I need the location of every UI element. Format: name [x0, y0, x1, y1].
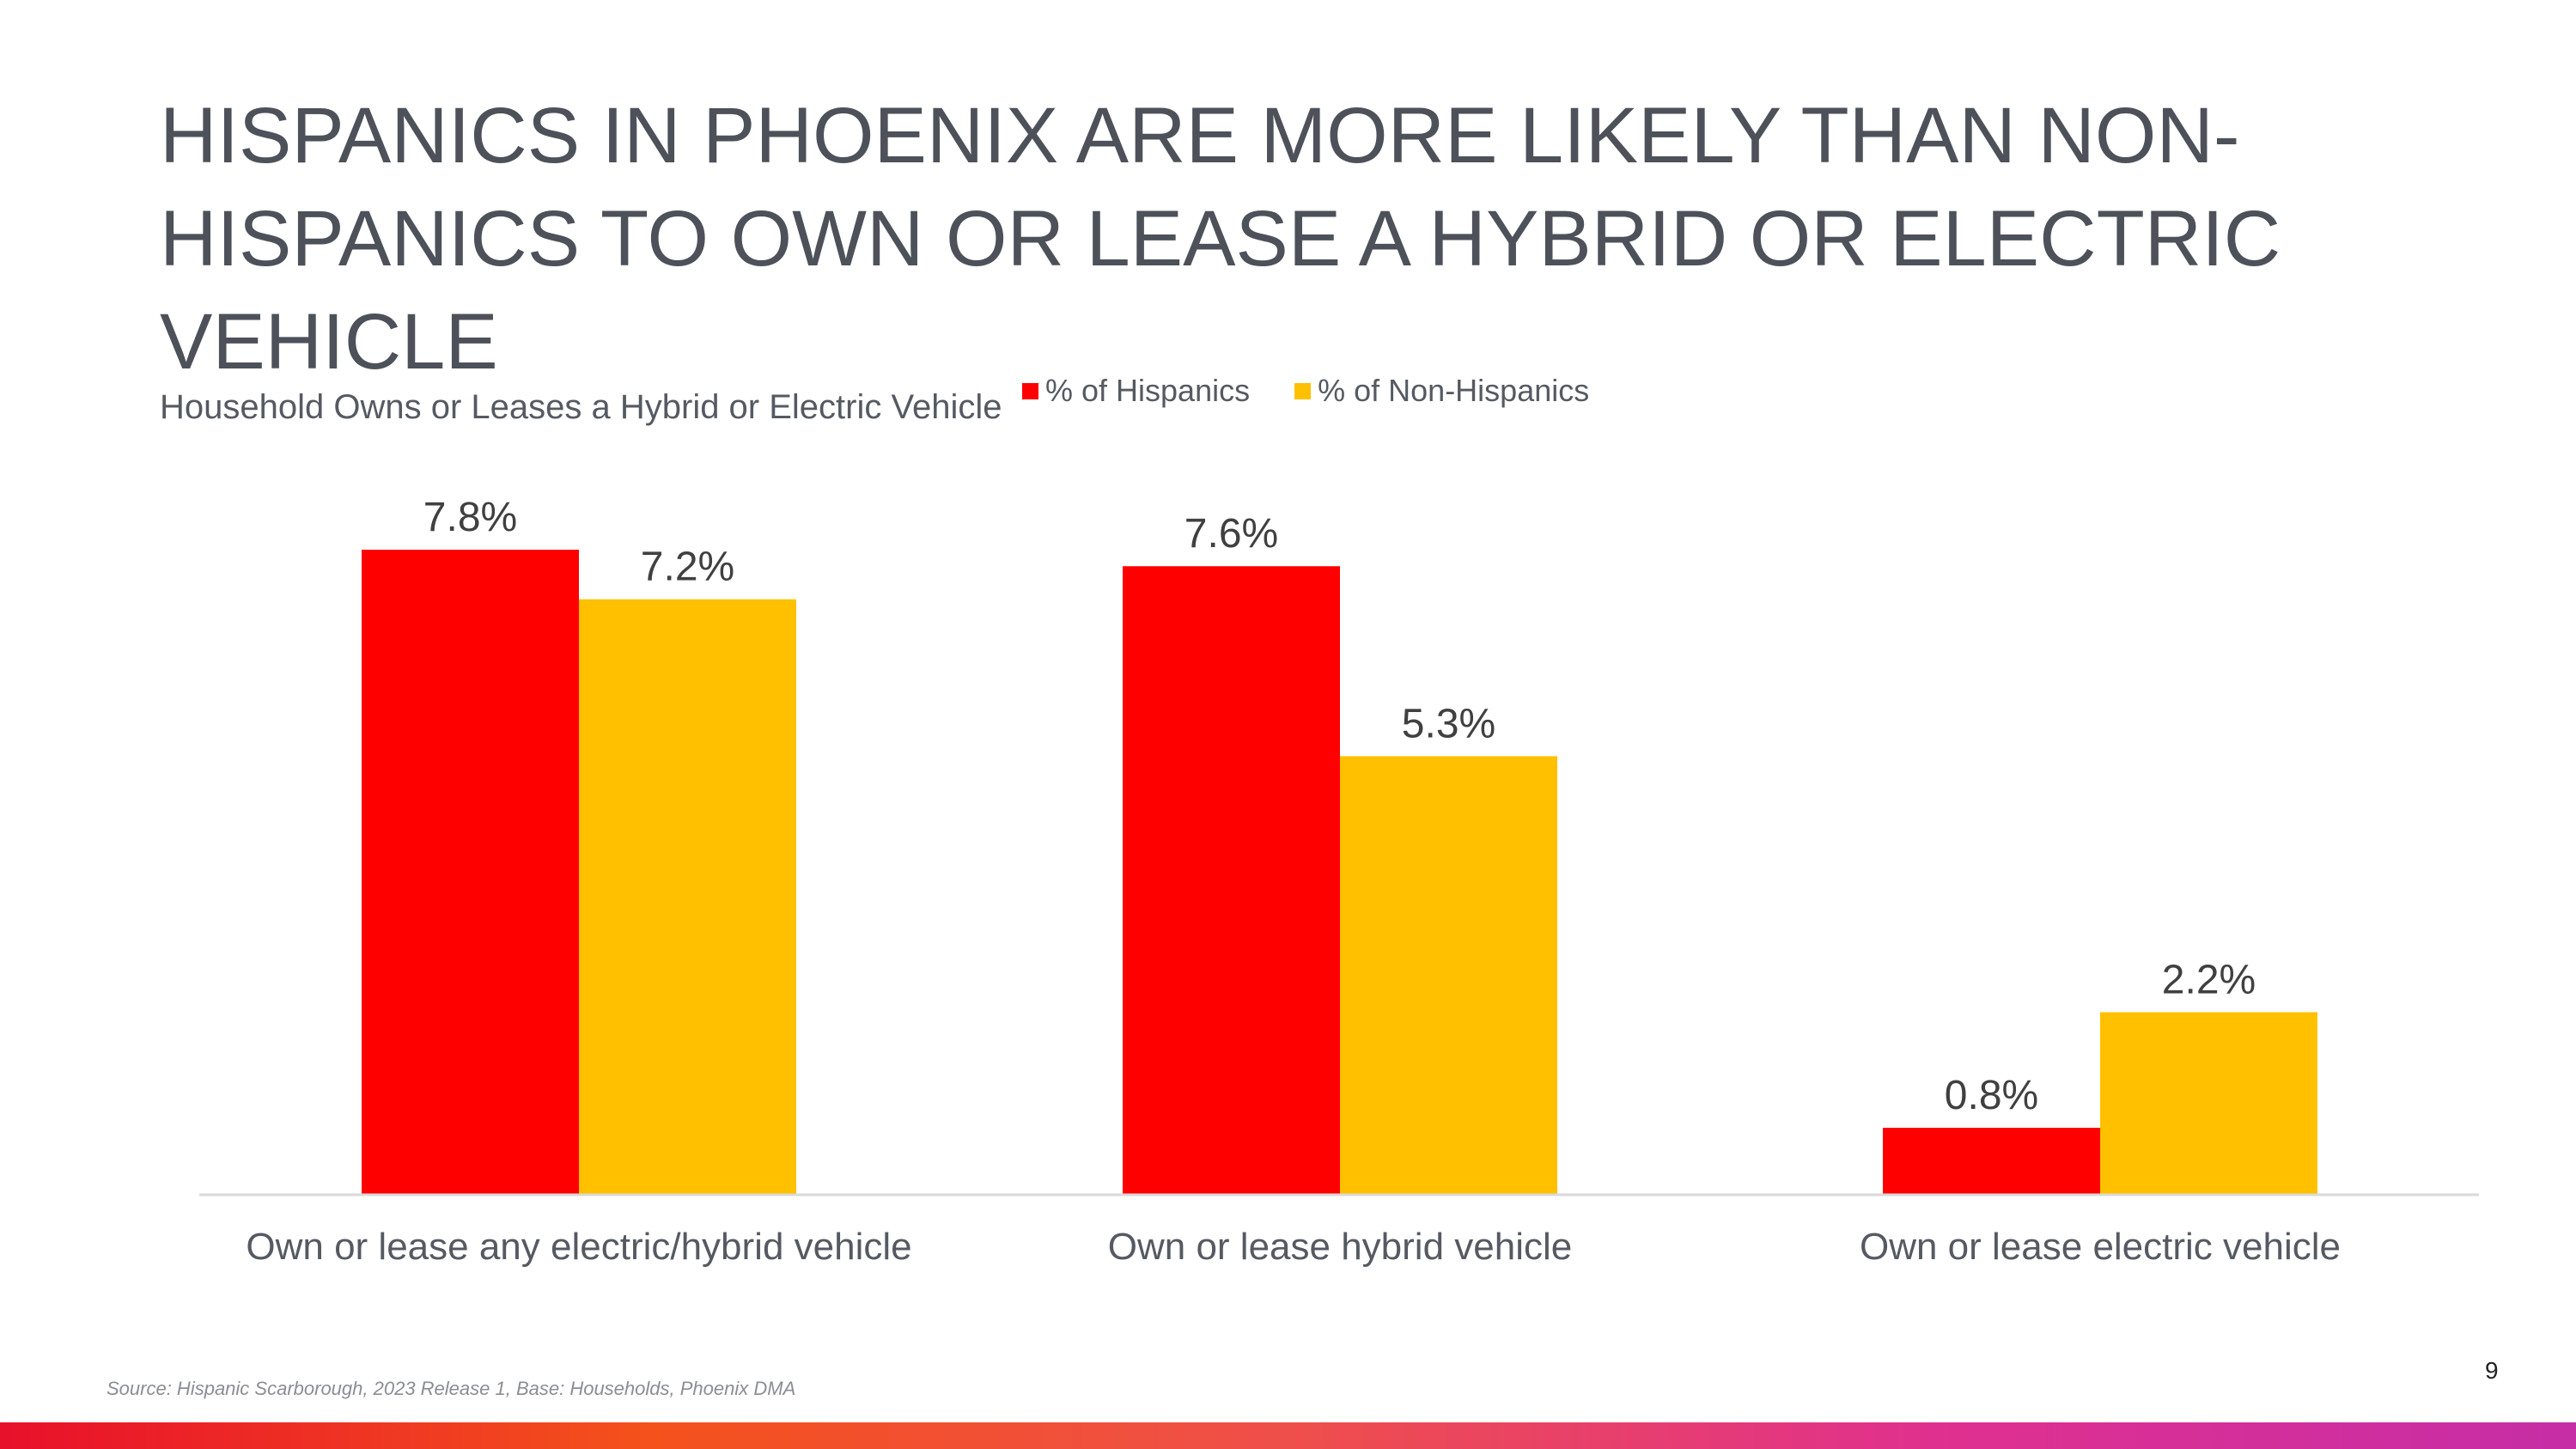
data-label-hispanics-2: 0.8% — [1945, 1073, 2038, 1118]
category-label-0: Own or lease any electric/hybrid vehicle — [246, 1226, 911, 1268]
legend-label-non-hispanics: % of Non-Hispanics — [1318, 373, 1590, 408]
data-label-non-hispanics-0: 7.2% — [641, 545, 734, 590]
data-label-hispanics-0: 7.8% — [423, 495, 517, 540]
source-note: Source: Hispanic Scarborough, 2023 Relea… — [107, 1378, 796, 1399]
bar-hispanics-1 — [1123, 566, 1340, 1194]
bar-hispanics-0 — [362, 550, 579, 1194]
category-label-1: Own or lease hybrid vehicle — [1108, 1226, 1572, 1268]
data-label-non-hispanics-1: 5.3% — [1402, 701, 1495, 746]
chart-legend: % of Hispanics % of Non-Hispanics — [1022, 373, 1634, 409]
bottom-gradient-bar — [0, 1422, 2576, 1449]
category-label-2: Own or lease electric vehicle — [1860, 1226, 2341, 1268]
page-number: 9 — [2485, 1357, 2499, 1384]
bar-hispanics-2 — [1883, 1128, 2100, 1194]
legend-swatch-non-hispanics — [1294, 382, 1312, 399]
bar-non-hispanics-0 — [579, 599, 796, 1194]
chart-title: Household Owns or Leases a Hybrid or Ele… — [160, 388, 1002, 426]
page-title: HISPANICS IN PHOENIX ARE MORE LIKELY THA… — [160, 92, 2281, 386]
bar-non-hispanics-2 — [2100, 1012, 2317, 1194]
legend-swatch-hispanics — [1022, 382, 1038, 399]
legend-item-hispanics: % of Hispanics — [1022, 373, 1250, 409]
legend-item-non-hispanics: % of Non-Hispanics — [1294, 373, 1589, 409]
data-label-hispanics-1: 7.6% — [1184, 511, 1278, 557]
bar-non-hispanics-1 — [1340, 756, 1557, 1194]
legend-label-hispanics: % of Hispanics — [1045, 373, 1251, 408]
data-label-non-hispanics-2: 2.2% — [2162, 957, 2256, 1002]
